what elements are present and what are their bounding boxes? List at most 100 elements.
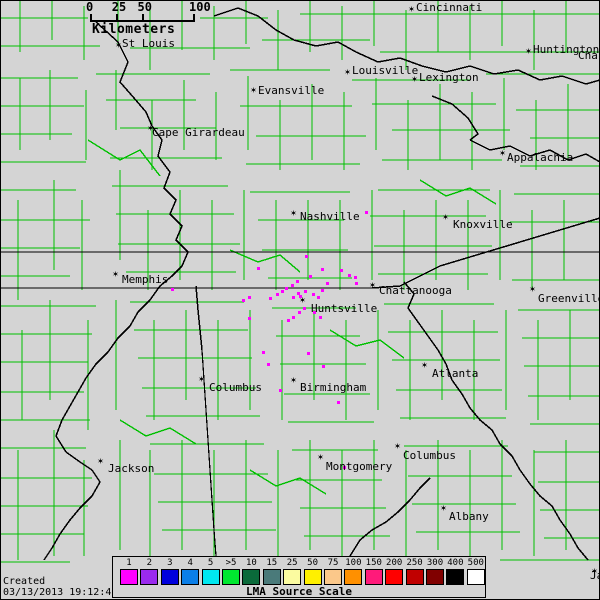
created-timestamp: Created 03/13/2013 19:12:42: [3, 576, 117, 598]
city-label-jackson: Jackson: [108, 462, 155, 475]
legend-label: 300: [426, 558, 444, 568]
legend-swatch[interactable]: [140, 569, 159, 585]
lma-source-point: [292, 296, 295, 299]
city-marker: [421, 361, 428, 368]
city-label-cincinnati: Cincinnati: [416, 1, 483, 14]
city-label-nashville: Nashville: [300, 210, 360, 223]
city-marker: [112, 270, 119, 277]
legend-swatch[interactable]: [242, 569, 261, 585]
legend-label: 150: [365, 558, 382, 568]
city-label-albany: Albany: [449, 510, 489, 523]
city-marker: [250, 86, 257, 93]
legend-label: 4: [187, 558, 193, 568]
legend-swatch[interactable]: [324, 569, 342, 585]
legend-swatch[interactable]: [344, 569, 363, 585]
city-marker: [408, 5, 415, 12]
scale-tick-label: 0: [86, 0, 94, 14]
legend-swatch[interactable]: [181, 569, 200, 585]
lma-source-point: [305, 255, 308, 258]
lma-source-point: [276, 293, 279, 296]
legend-swatch[interactable]: [201, 569, 220, 585]
city-label-charl: Charl: [578, 49, 600, 62]
created-datetime: 03/13/2013 19:12:42: [3, 587, 118, 598]
city-marker: [440, 504, 447, 511]
lma-source-point: [171, 288, 174, 291]
created-label: Created: [3, 576, 46, 587]
legend-label: 50: [307, 558, 319, 568]
lma-source-point: [340, 269, 343, 272]
lma-source-point: [285, 287, 288, 290]
city-label-lexington: Lexington: [419, 71, 479, 84]
lma-source-point: [291, 284, 294, 287]
legend-swatch[interactable]: [262, 569, 281, 585]
city-label-columbus: Columbus: [209, 381, 262, 394]
city-marker: [529, 285, 536, 292]
legend-label: 100: [345, 558, 362, 568]
lma-source-point: [269, 297, 272, 300]
city-marker: [317, 453, 324, 460]
legend-label: 500: [467, 558, 484, 568]
city-marker: [369, 281, 376, 288]
legend-swatch[interactable]: [385, 569, 404, 585]
legend-value-labels: 1 2 3 4 5 >5 10 15 25 50 75 100 150 200 250 300 400 500: [113, 557, 485, 570]
legend-swatch[interactable]: [160, 569, 179, 585]
city-marker: [525, 47, 532, 54]
legend-label: 2: [146, 558, 153, 568]
lma-source-point: [242, 299, 245, 302]
scale-tick-label: 50: [137, 0, 152, 14]
scale-tick-mark: [141, 14, 144, 22]
legend-label: 5: [207, 558, 214, 568]
lma-source-point: [304, 290, 307, 293]
city-label-huntsville: Huntsville: [311, 302, 378, 315]
legend-label: 3: [167, 558, 173, 568]
city-marker: [344, 68, 351, 75]
city-label-evansville: Evansville: [258, 84, 325, 97]
scale-bar-caption: Kilometers: [92, 22, 176, 37]
state-borders: [0, 7, 600, 561]
scale-tick-mark: [90, 14, 92, 22]
city-marker: [411, 75, 418, 82]
city-label-atlanta: Atlanta: [432, 367, 479, 380]
legend-label: 15: [266, 558, 278, 568]
city-label-columbus: Columbus: [403, 449, 456, 462]
lma-source-point: [262, 351, 265, 354]
legend-swatch[interactable]: [446, 569, 465, 585]
legend-swatch[interactable]: [120, 569, 138, 585]
lma-source-point: [317, 296, 320, 299]
city-label-huntington: Huntington: [533, 43, 600, 56]
scale-tick-mark: [193, 14, 195, 22]
lma-source-point: [322, 365, 325, 368]
scale-bar-numbers: 0 25 50 100: [86, 0, 211, 14]
legend-swatch[interactable]: [283, 569, 302, 585]
legend-swatch[interactable]: [405, 569, 424, 585]
city-label-greenville: Greenville: [538, 292, 600, 305]
lma-source-point: [287, 319, 290, 322]
legend-swatch[interactable]: [303, 569, 322, 585]
city-marker: [394, 442, 401, 449]
legend-swatch[interactable]: [426, 569, 444, 585]
lma-source-point: [321, 289, 324, 292]
city-label-birmingham: Birmingham: [300, 381, 367, 394]
legend-label: 250: [406, 558, 423, 568]
city-label-st-louis: St Louis: [122, 37, 175, 50]
city-marker: [198, 375, 205, 382]
lma-source-point: [248, 317, 251, 320]
lma-source-point: [281, 290, 284, 293]
legend-swatch[interactable]: [364, 569, 383, 585]
lma-source-point: [279, 389, 282, 392]
legend-swatch[interactable]: [466, 569, 485, 585]
lma-source-scale-legend[interactable]: 1 2 3 4 5 >5 10 15 25 50 75 100 150 200 250 300 400 500 L…: [112, 556, 486, 598]
scale-tick-label: 100: [189, 0, 211, 14]
lma-source-point: [337, 401, 340, 404]
legend-label: 75: [327, 558, 339, 568]
city-label-chattanooga: Chattanooga: [379, 284, 452, 297]
lma-source-point: [355, 282, 358, 285]
city-label-ja: Ja: [590, 569, 600, 582]
lma-source-point: [319, 316, 322, 319]
lma-source-point: [292, 316, 295, 319]
lma-source-point: [296, 280, 299, 283]
legend-label: 200: [386, 558, 403, 568]
lma-source-point: [248, 296, 251, 299]
legend-swatch[interactable]: [222, 569, 240, 585]
